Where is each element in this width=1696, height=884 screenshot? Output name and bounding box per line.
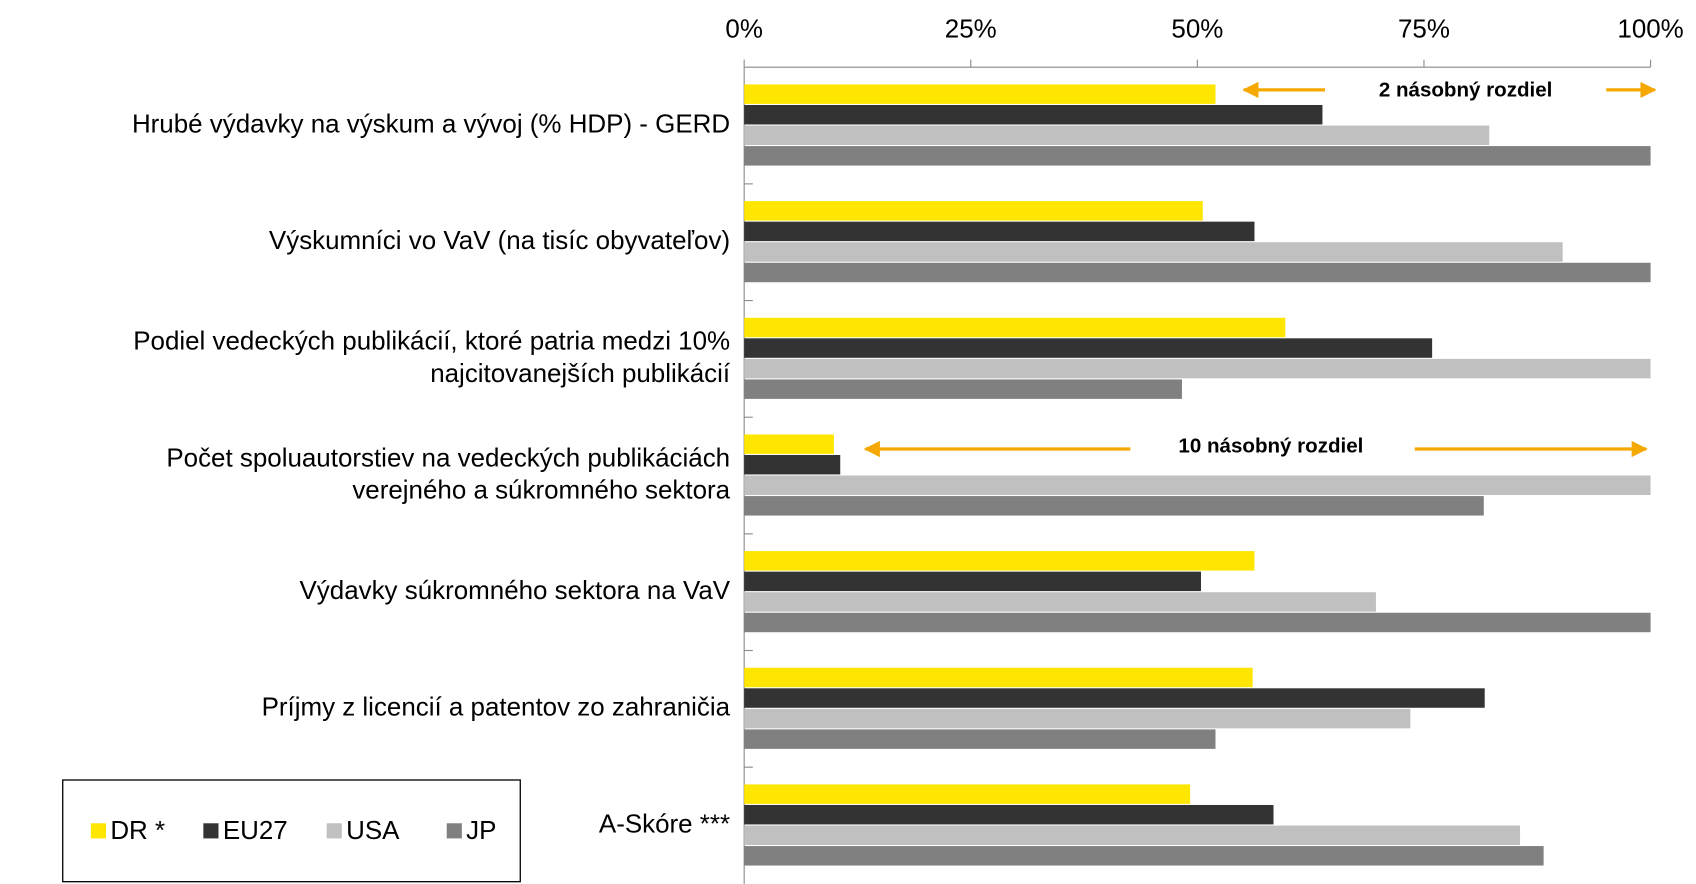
category-label: Výskumníci vo VaV (na tisíc obyvateľov)	[269, 227, 730, 255]
bar	[744, 825, 1521, 845]
x-tick-label: 100%	[1617, 15, 1683, 43]
bar	[744, 708, 1411, 729]
bar	[744, 784, 1191, 804]
bar	[744, 688, 1485, 708]
bar	[744, 262, 1651, 283]
legend-label: JP	[466, 817, 496, 845]
bar	[744, 338, 1433, 358]
bar	[744, 846, 1544, 866]
x-tick-label: 75%	[1398, 15, 1450, 43]
bar	[744, 125, 1490, 146]
bar	[744, 454, 841, 475]
bar	[744, 146, 1651, 166]
legend-box	[62, 779, 521, 883]
bar	[744, 496, 1484, 516]
legend-swatch	[90, 823, 106, 839]
bar	[744, 475, 1651, 495]
bar	[744, 242, 1563, 262]
bar	[744, 551, 1255, 571]
bar	[744, 667, 1253, 688]
category-label: Výdavky súkromného sektora na VaV	[300, 577, 731, 605]
x-tick-label: 0%	[725, 15, 763, 43]
legend-label: USA	[346, 817, 400, 845]
annotation: 2 násobný rozdiel	[1379, 78, 1553, 101]
bar	[744, 612, 1651, 633]
category-label: Príjmy z licencií a patentov zo zahranič…	[262, 694, 731, 722]
bar	[744, 571, 1201, 592]
bar	[744, 84, 1216, 104]
x-tick-label: 50%	[1171, 15, 1223, 43]
legend-swatch	[446, 823, 462, 839]
bar	[744, 434, 834, 454]
bar	[744, 104, 1323, 125]
bar	[744, 317, 1286, 338]
bar	[744, 804, 1274, 825]
bar	[744, 358, 1651, 379]
bar	[744, 592, 1376, 612]
legend-label: DR *	[110, 817, 165, 845]
annotation: 10 násobný rozdiel	[1178, 434, 1363, 457]
legend-label: EU27	[223, 817, 288, 845]
category-label: Hrubé výdavky na výskum a vývoj (% HDP) …	[132, 110, 730, 138]
bar	[744, 201, 1203, 221]
bar	[744, 221, 1255, 242]
legend-swatch	[203, 823, 219, 839]
x-tick-label: 25%	[945, 15, 997, 43]
bar	[744, 379, 1182, 399]
bar	[744, 729, 1216, 749]
category-label: Podiel vedeckých publikácií, ktoré patri…	[133, 328, 731, 388]
category-label: Počet spoluautorstiev na vedeckých publi…	[166, 444, 730, 504]
category-label: A-Skóre ***	[599, 810, 730, 838]
legend-swatch	[326, 823, 342, 839]
